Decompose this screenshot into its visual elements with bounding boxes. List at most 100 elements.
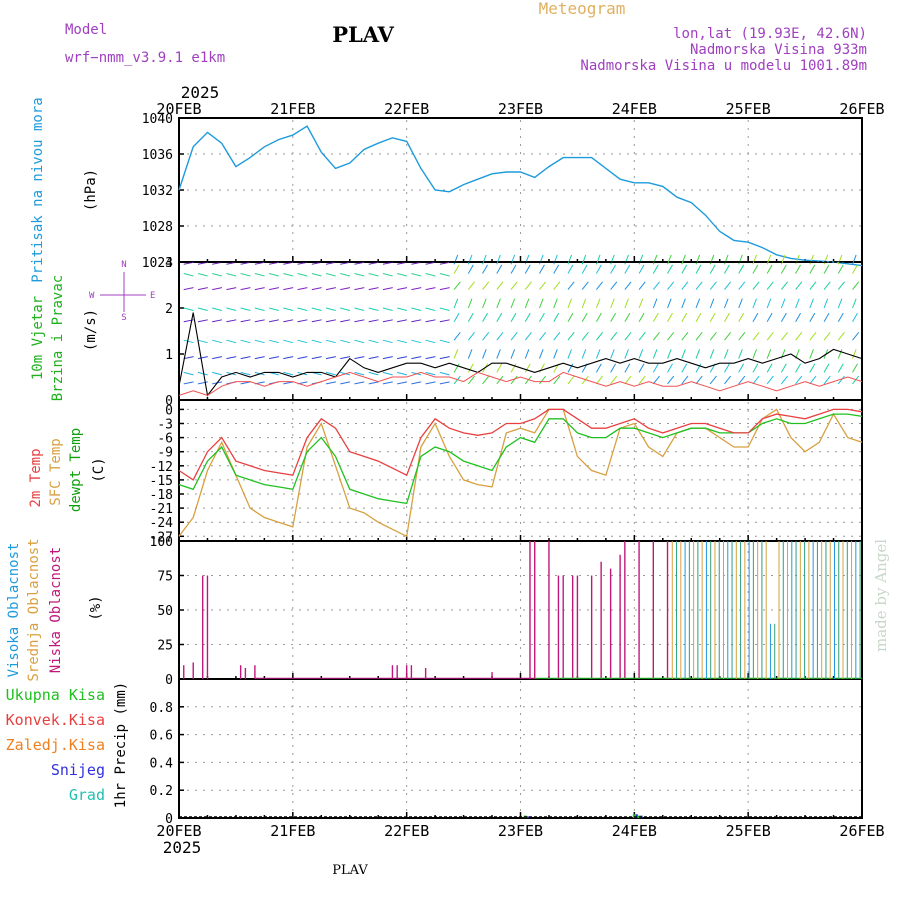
y-tick-label: 0.2 [150,784,173,799]
wind-barb [240,339,251,344]
wind-barb [496,254,501,265]
y-tick-label: -9 [157,446,173,461]
wind-barb [439,339,450,344]
wind-barb [709,349,715,359]
wind-barb [197,339,208,344]
wind-barb [667,349,672,359]
model-name: wrf−nmm_v3.9.1 e1km [65,50,225,66]
wind-barb [496,332,504,341]
wind-barb [311,339,322,344]
wind-barb [496,281,504,290]
wind-barb [539,332,547,341]
x-tick-label-top: 23FEB [498,100,543,118]
wind-barb [681,264,688,274]
wind-barb [624,332,632,341]
wind-barb [311,287,322,291]
wind-barb [510,332,518,341]
wind-barb [595,349,601,359]
wind-barb [724,375,732,385]
wind-barb [823,264,830,274]
wind-barb [354,339,365,344]
wind-barb [382,287,393,291]
wind-barb [837,264,844,274]
wind-barb [709,298,715,309]
wind-barb [695,264,702,274]
wind-barb [667,254,672,265]
wind-barb [581,264,588,274]
wind-barb [610,349,615,359]
wind-barb [382,319,393,323]
wind-barb [212,371,223,376]
wind-barb [652,312,659,323]
wind-barb [852,363,858,373]
wind-barb [624,264,631,274]
temp-sfc-label: SFC Temp [48,438,64,505]
wind-barb [752,254,757,265]
wind-barb [368,319,379,323]
wind-barb [425,287,436,291]
wind-barb [425,381,436,385]
wind-barb [340,287,351,291]
wind-barb [325,356,336,360]
wind-barb [624,312,631,323]
wind-barb [553,375,561,385]
wind-barb [624,349,629,359]
cloud-high-label: Visoka Oblacnost [6,543,22,678]
wind-barb [354,261,365,265]
wind-barb [837,375,845,385]
wind-barb [425,273,436,277]
y-tick-label: -6 [157,432,173,447]
wind-barb [652,363,659,373]
product-title: Meteogram [539,0,626,18]
y-tick-label: -3 [157,418,173,433]
wind-barb [297,356,308,360]
wind-barb [752,281,760,290]
wind-barb [581,332,589,341]
x-tick-label-top: 26FEB [839,100,884,118]
wind-barb [283,339,294,344]
compass-n: N [121,260,126,270]
wind-barb [695,363,702,373]
wind-barb [482,264,488,274]
wind-barb [411,287,422,291]
wind-barb [638,281,646,290]
model-elevation-label: Nadmorska Visina u modelu 1001.89m [580,58,867,74]
wind-barb [610,363,617,373]
y-tick-label: 1 [165,348,173,363]
wind-barb [652,298,658,309]
wind-barb [482,332,490,341]
precip-legend-0: Ukupna Kisa [6,686,105,704]
wind-barb [268,273,279,277]
wind-barb [482,375,490,385]
compass-s: S [121,313,126,323]
wind-barb [752,264,759,274]
wind-barb [425,261,436,265]
wind-barb [212,287,223,291]
wind-barb [809,312,816,323]
x-tick-label-top: 22FEB [384,100,429,118]
wind-barb [254,356,265,360]
y-tick-label: -24 [150,516,174,531]
wind-barb [780,375,788,385]
wind-barb [652,332,660,341]
wind-barb [724,312,730,323]
wind-barb [268,339,279,344]
wind-barb [752,332,760,341]
wind-barb [240,287,251,291]
cloud-unit-label: (%) [88,595,104,620]
wind-barb [852,281,860,290]
compass-w: W [89,291,95,301]
wind-barb [795,298,800,309]
wind-barb [809,264,816,274]
wind-barb [695,312,702,323]
wind-barb [467,281,475,290]
wind-barb [354,381,365,385]
x-tick-label-top: 20FEB [156,100,201,118]
y-tick-label: 3 [165,256,173,271]
wind-barb [638,264,645,274]
wind-barb [311,319,322,323]
wind-barb [197,371,208,376]
wind-barb [496,298,501,309]
wind-barb [325,381,336,385]
